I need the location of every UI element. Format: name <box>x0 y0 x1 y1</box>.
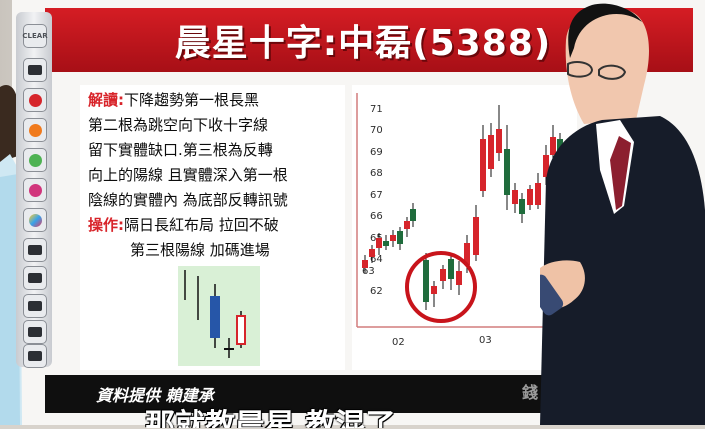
candle-16 <box>480 139 486 191</box>
red-brush-icon[interactable] <box>23 88 47 112</box>
interpret-line-4: 向上的陽線 且實體深入第一根 <box>88 166 288 184</box>
source-caption-bar <box>45 375 565 413</box>
interpret-label: 解讀 <box>88 91 119 109</box>
candles <box>362 105 577 323</box>
interpret-line-1: 解讀:下降趨勢第一根長黑 <box>88 91 260 109</box>
candle-15 <box>473 217 479 255</box>
candle-12 <box>448 259 454 279</box>
candle-2 <box>369 249 375 257</box>
x-tick-03: 03 <box>479 335 492 346</box>
candle-7 <box>404 221 410 229</box>
clear-button[interactable]: CLEAR <box>22 24 48 48</box>
candle-25 <box>550 137 556 155</box>
tv-icon[interactable] <box>23 238 47 262</box>
candle-13 <box>456 271 462 285</box>
y-tick-66: 66 <box>370 211 383 222</box>
candle-6 <box>397 231 403 244</box>
action-text-1: 隔日長紅布局 拉回不破 <box>124 216 279 234</box>
page-title: 晨星十字:中磊(5388) <box>174 23 552 64</box>
action-line-2: 第三根陽線 加碼進場 <box>130 241 270 259</box>
mini-candle-bull <box>236 315 246 345</box>
tv-icon[interactable] <box>23 266 47 290</box>
candle-23 <box>535 183 541 205</box>
green-brush-icon[interactable] <box>23 148 47 172</box>
price-chart-panel: 71 70 69 68 67 66 65 64 63 62 02 03 <box>352 85 577 370</box>
candle-10 <box>431 286 437 294</box>
channel-logo: 錢 <box>522 383 539 402</box>
candle-22 <box>527 189 533 205</box>
y-tick-62: 62 <box>370 286 383 297</box>
candle-4 <box>383 241 389 246</box>
host-presenter <box>526 0 705 425</box>
candle-1 <box>362 260 368 268</box>
y-tick-68: 68 <box>370 168 383 179</box>
candle-17 <box>488 135 494 169</box>
morning-star-diagram <box>178 266 260 366</box>
pattern-circle <box>405 251 477 323</box>
candle-9 <box>423 260 429 302</box>
candle-21 <box>519 199 525 214</box>
y-tick-71: 71 <box>370 104 383 115</box>
tv-icon[interactable] <box>23 58 47 82</box>
y-tick-67: 67 <box>370 190 383 201</box>
orange-brush-icon[interactable] <box>23 118 47 142</box>
candle-24 <box>543 155 549 177</box>
tv-icon[interactable] <box>23 320 47 344</box>
interpret-line-3: 留下實體缺口.第三根為反轉 <box>88 141 273 159</box>
candle-5 <box>390 235 396 241</box>
y-tick-63: 63 <box>362 266 375 277</box>
magenta-brush-icon[interactable] <box>23 178 47 202</box>
source-text: 資料提供 賴建承 <box>96 386 214 405</box>
x-tick-02: 02 <box>392 337 405 348</box>
mini-candle-bear <box>210 296 220 338</box>
candle-3 <box>376 238 382 248</box>
candle-8 <box>410 209 416 221</box>
candle-19 <box>504 149 510 195</box>
interpret-text-1: 下降趨勢第一根長黑 <box>124 91 260 109</box>
candle-14 <box>464 243 470 265</box>
tv-icon[interactable] <box>23 294 47 318</box>
candle-20 <box>512 190 518 204</box>
interpret-line-2: 第二根為跳空向下收十字線 <box>88 116 269 134</box>
action-line-1: 操作:隔日長紅布局 拉回不破 <box>88 216 279 234</box>
subtitle-caption: 那就教晨星 教混了 <box>145 408 396 428</box>
candle-11 <box>440 269 446 281</box>
tv-icon[interactable] <box>23 344 47 368</box>
color-picker-icon[interactable] <box>23 208 47 232</box>
candle-18 <box>496 129 502 153</box>
y-tick-70: 70 <box>370 125 383 136</box>
y-tick-69: 69 <box>370 147 383 158</box>
y-tick-64: 64 <box>370 254 383 265</box>
interpret-line-5: 陰線的實體內 為底部反轉訊號 <box>88 191 288 209</box>
action-label: 操作 <box>88 216 119 234</box>
